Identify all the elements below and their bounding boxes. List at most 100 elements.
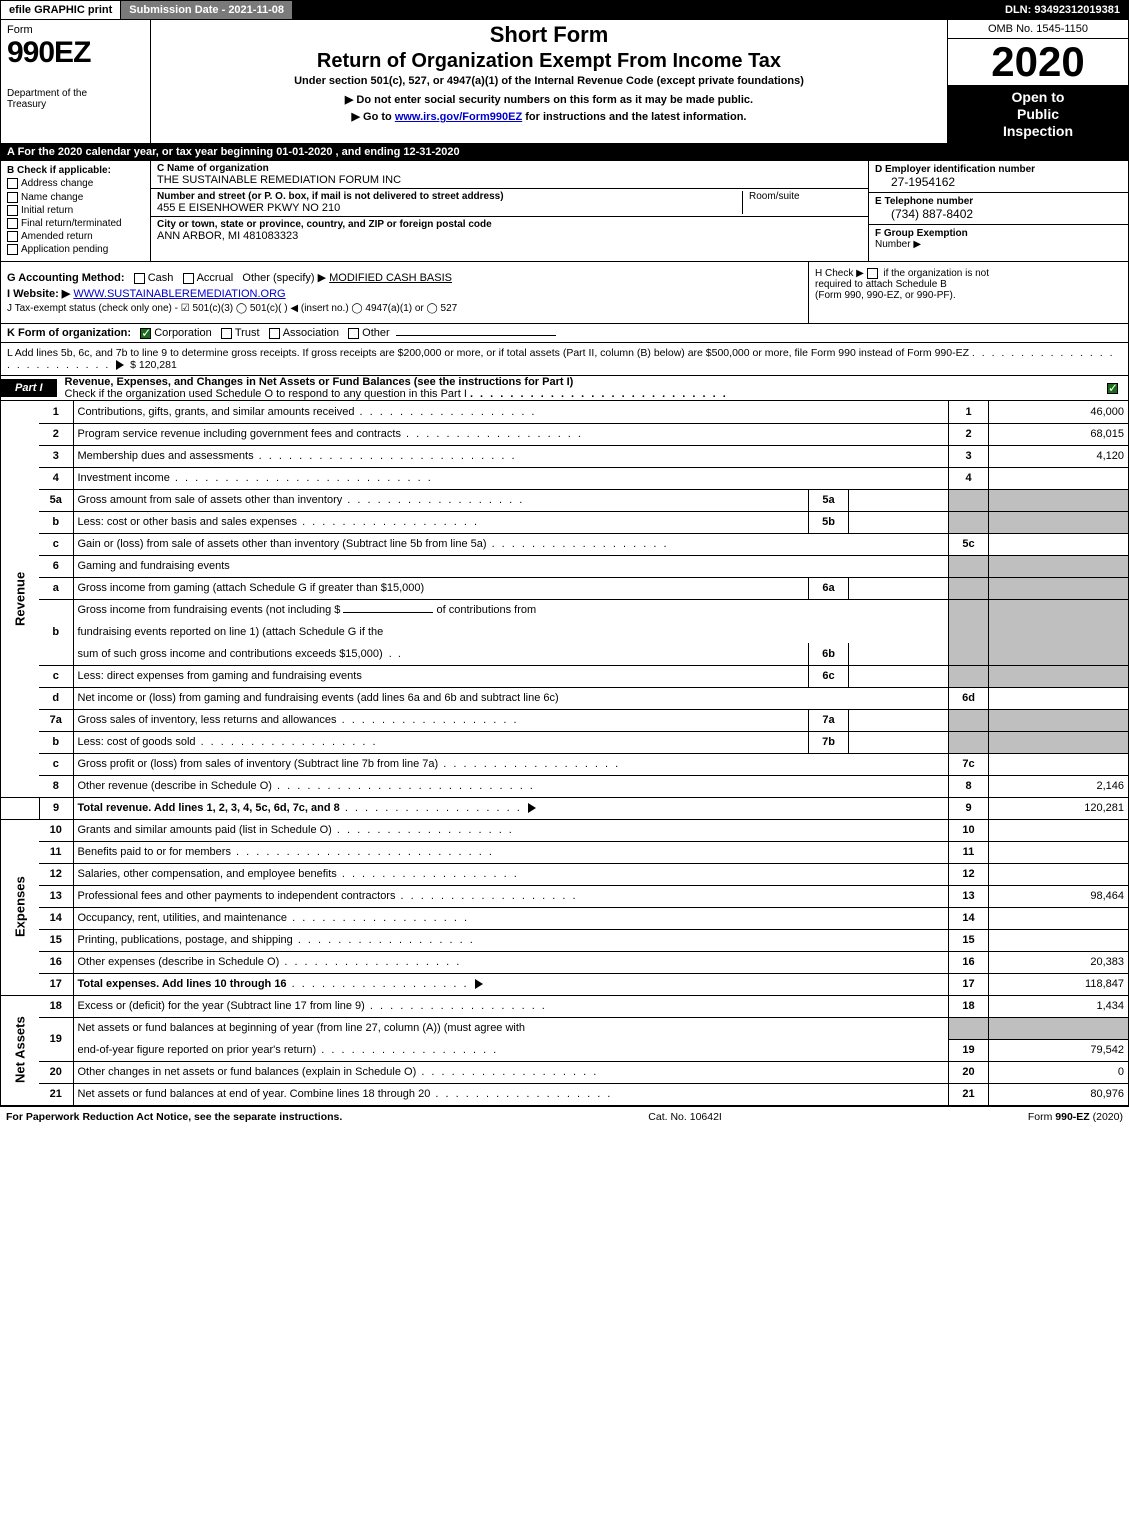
d7c: Gross profit or (loss) from sales of inv…	[78, 758, 439, 770]
chk-name-change[interactable]: Name change	[7, 192, 144, 203]
row-5a: 5a Gross amount from sale of assets othe…	[1, 489, 1129, 511]
row-2: 2 Program service revenue including gove…	[1, 423, 1129, 445]
chk-association[interactable]	[269, 328, 280, 339]
ga7b	[989, 731, 1129, 753]
amt7c	[989, 753, 1129, 775]
d3: Membership dues and assessments	[78, 450, 254, 462]
d5b: Less: cost or other basis and sales expe…	[78, 516, 298, 528]
d7a: Gross sales of inventory, less returns a…	[78, 714, 337, 726]
section-gh: G Accounting Method: Cash Accrual Other …	[0, 262, 1129, 324]
part1-check[interactable]	[1100, 382, 1128, 394]
irs-link[interactable]: www.irs.gov/Form990EZ	[395, 111, 522, 123]
chk-final-return[interactable]: Final return/terminated	[7, 218, 144, 229]
g7b	[949, 731, 989, 753]
open-l3: Inspection	[1003, 123, 1073, 139]
sn6b: 6b	[809, 643, 849, 665]
amt16: 20,383	[989, 951, 1129, 973]
row-1: Revenue 1 Contributions, gifts, grants, …	[1, 401, 1129, 423]
g5b	[949, 511, 989, 533]
chk-other-org[interactable]	[348, 328, 359, 339]
amt5c	[989, 533, 1129, 555]
rn6d: 6d	[949, 687, 989, 709]
d6b1b: of contributions from	[437, 604, 537, 616]
ga6c	[989, 665, 1129, 687]
chk-address-change[interactable]: Address change	[7, 178, 144, 189]
b-header: B Check if applicable:	[7, 165, 144, 176]
n13: 13	[39, 885, 73, 907]
row-20: 20 Other changes in net assets or fund b…	[1, 1061, 1129, 1083]
part1-dots	[470, 388, 728, 400]
row-19b: end-of-year figure reported on prior yea…	[1, 1039, 1129, 1061]
d6b1: Gross income from fundraising events (no…	[78, 604, 341, 616]
amt19: 79,542	[989, 1039, 1129, 1061]
open-l1: Open to	[1012, 89, 1065, 105]
d21: Net assets or fund balances at end of ye…	[78, 1088, 431, 1100]
arrow-icon-9	[528, 803, 536, 813]
tax-year: 2020	[948, 39, 1128, 85]
n9: 9	[39, 797, 73, 819]
arrow-icon	[116, 360, 124, 370]
rn15: 15	[949, 929, 989, 951]
chk-h[interactable]	[867, 268, 878, 279]
rn7c: 7c	[949, 753, 989, 775]
n5a: 5a	[39, 489, 73, 511]
amt12	[989, 863, 1129, 885]
efile-print-label[interactable]: efile GRAPHIC print	[1, 1, 121, 19]
row-18: Net Assets 18 Excess or (deficit) for th…	[1, 995, 1129, 1017]
d12: Salaries, other compensation, and employ…	[78, 868, 337, 880]
g-other-lbl: Other (specify) ▶	[242, 272, 326, 284]
dln: DLN: 93492312019381	[997, 1, 1128, 19]
chk-trust[interactable]	[221, 328, 232, 339]
footer-cat-no: Cat. No. 10642I	[342, 1111, 1028, 1123]
d6b3: sum of such gross income and contributio…	[78, 648, 383, 660]
rn13: 13	[949, 885, 989, 907]
g-accrual: Accrual	[197, 272, 234, 284]
line-g: G Accounting Method: Cash Accrual Other …	[7, 271, 802, 284]
dept-line2: Treasury	[7, 99, 46, 110]
d10: Grants and similar amounts paid (list in…	[78, 824, 332, 836]
sv6c	[849, 665, 949, 687]
h-post: if the organization is not	[883, 268, 989, 279]
city-label: City or town, state or province, country…	[157, 219, 492, 230]
d8: Other revenue (describe in Schedule O)	[78, 780, 272, 792]
amt3: 4,120	[989, 445, 1129, 467]
chk-corporation[interactable]	[140, 328, 151, 339]
side-net-assets: Net Assets	[1, 995, 40, 1105]
chk-cash[interactable]	[134, 273, 145, 284]
n1: 1	[39, 401, 73, 423]
part1-title: Revenue, Expenses, and Changes in Net As…	[57, 376, 1100, 400]
n6b: b	[39, 599, 73, 665]
chk-accrual[interactable]	[183, 273, 194, 284]
g6c	[949, 665, 989, 687]
section-h: H Check ▶ if the organization is not req…	[808, 262, 1128, 323]
d5a: Gross amount from sale of assets other t…	[78, 494, 343, 506]
c-label: C Name of organization	[157, 163, 401, 174]
row-7a: 7a Gross sales of inventory, less return…	[1, 709, 1129, 731]
d13: Professional fees and other payments to …	[78, 890, 396, 902]
open-l2: Public	[1017, 106, 1059, 122]
website-link[interactable]: WWW.SUSTAINABLEREMEDIATION.ORG	[73, 288, 285, 300]
l-amount: $ 120,281	[130, 359, 177, 371]
n5b: b	[39, 511, 73, 533]
header-right: OMB No. 1545-1150 2020 Open to Public In…	[948, 20, 1128, 143]
row-9: 9 Total revenue. Add lines 1, 2, 3, 4, 5…	[1, 797, 1129, 819]
d9: Total revenue. Add lines 1, 2, 3, 4, 5c,…	[78, 802, 340, 814]
chk-initial-return[interactable]: Initial return	[7, 205, 144, 216]
open-to-public: Open to Public Inspection	[948, 85, 1128, 143]
amt17: 118,847	[989, 973, 1129, 995]
sn7b: 7b	[809, 731, 849, 753]
d17: Total expenses. Add lines 10 through 16	[78, 978, 287, 990]
amt13: 98,464	[989, 885, 1129, 907]
chk-application-pending[interactable]: Application pending	[7, 244, 144, 255]
g-pre: G Accounting Method:	[7, 272, 125, 284]
f-label2: Number ▶	[875, 239, 921, 250]
line-k: K Form of organization: Corporation Trus…	[0, 324, 1129, 343]
n16: 16	[39, 951, 73, 973]
n8: 8	[39, 775, 73, 797]
sn5b: 5b	[809, 511, 849, 533]
amt9: 120,281	[989, 797, 1129, 819]
chk-amended-return[interactable]: Amended return	[7, 231, 144, 242]
amt2: 68,015	[989, 423, 1129, 445]
form-id-block: Form 990EZ Department of the Treasury	[1, 20, 151, 143]
rn18: 18	[949, 995, 989, 1017]
